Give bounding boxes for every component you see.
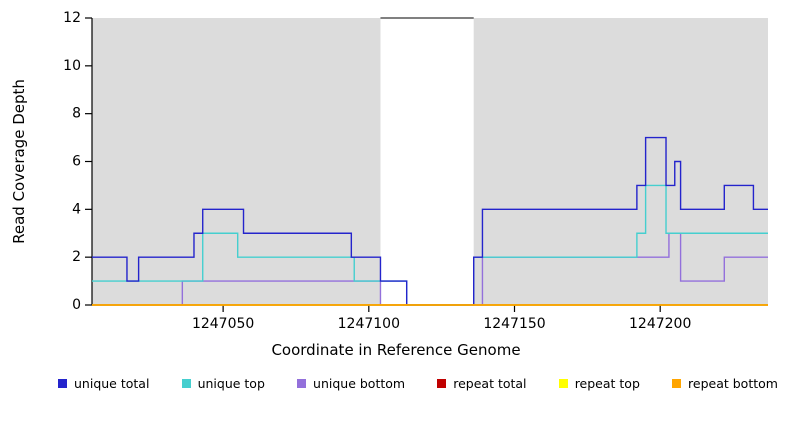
x-tick-label: 1247050 — [192, 316, 254, 332]
legend-label: repeat top — [574, 375, 640, 391]
legend-item-unique-bottom: unique bottom — [297, 376, 405, 391]
legend-label: unique total — [74, 375, 150, 391]
legend-label: unique bottom — [313, 375, 406, 391]
y-tick-label: 8 — [72, 106, 81, 122]
x-tick-label: 1247100 — [338, 316, 400, 332]
unique-bottom-swatch-icon — [297, 378, 307, 388]
repeat-bottom-swatch-icon — [672, 378, 682, 388]
legend-label: unique top — [197, 375, 265, 391]
y-tick-label: 0 — [72, 297, 81, 313]
y-tick-label: 4 — [72, 201, 81, 217]
y-tick-label: 2 — [72, 249, 81, 265]
unique-top-swatch-icon — [181, 378, 191, 388]
repeat-total-swatch-icon — [437, 378, 447, 388]
repeat-top-swatch-icon — [558, 378, 568, 388]
y-axis-label: Read Coverage Depth — [10, 79, 28, 244]
y-tick-label: 12 — [63, 10, 81, 26]
legend-item-repeat-top: repeat top — [558, 375, 640, 391]
y-tick-label: 10 — [63, 58, 81, 74]
x-tick-label: 1247200 — [629, 316, 691, 332]
legend-label: repeat total — [453, 375, 527, 391]
y-tick-label: 6 — [72, 154, 81, 170]
legend-label: repeat bottom — [688, 375, 778, 391]
legend-item-unique-total: unique total — [58, 376, 149, 391]
chart-legend: unique total unique top unique bottom re… — [0, 362, 792, 396]
coverage-plot: 0 2 4 6 8 10 12 1247050 1247100 1247150 1247200 Rea… — [10, 10, 768, 332]
x-tick-label: 1247150 — [483, 316, 545, 332]
series-unique-total — [92, 136, 768, 306]
x-axis-label: Coordinate in Reference Genome — [271, 341, 521, 359]
legend-item-repeat-bottom: repeat bottom — [672, 376, 778, 391]
shaded-region — [92, 18, 381, 305]
legend-item-unique-top: unique top — [181, 375, 265, 391]
unique-total-swatch-icon — [58, 378, 67, 388]
legend-item-repeat-total: repeat total — [437, 375, 527, 391]
